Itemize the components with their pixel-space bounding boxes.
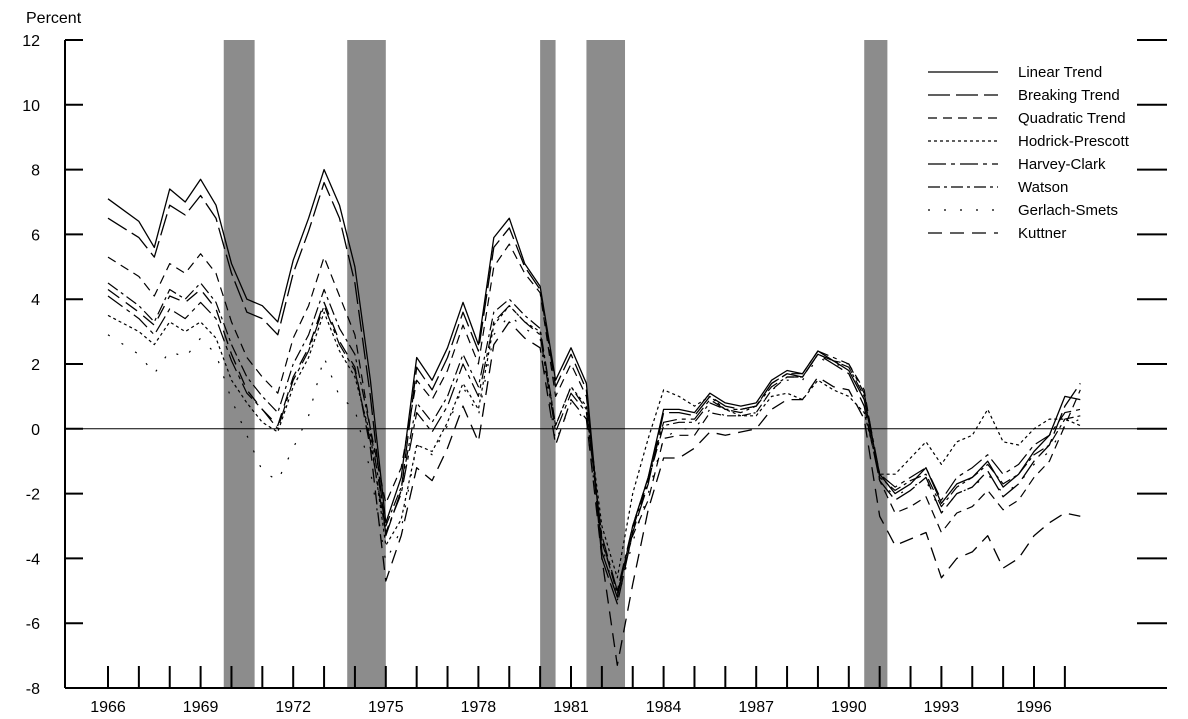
legend-label-3: Hodrick-Prescott [1018,133,1130,150]
x-tick-label: 1993 [924,699,960,716]
x-tick-label: 1984 [646,699,682,716]
recession-band-3 [586,40,626,688]
y-tick-label: 6 [31,227,40,244]
x-tick-label: 1990 [831,699,867,716]
x-tick-label: 1969 [183,699,219,716]
legend-label-2: Quadratic Trend [1018,110,1126,127]
y-tick-label: 10 [22,98,40,115]
x-tick-label: 1981 [553,699,589,716]
y-tick-label: 2 [31,357,40,374]
x-tick-label: 1966 [90,699,126,716]
x-tick-label: 1996 [1016,699,1052,716]
legend-label-4: Harvey-Clark [1018,156,1106,173]
recession-band-0 [223,40,255,688]
y-tick-label: 0 [31,422,40,439]
legend-label-1: Breaking Trend [1018,87,1120,104]
series-line-2 [107,243,1081,592]
legend: Linear Trend Breaking Trend Quadratic Tren… [928,64,1130,242]
y-axis-unit-label: Percent [26,10,82,27]
x-tick-label: 1987 [738,699,774,716]
legend-label-6: Gerlach-Smets [1018,202,1118,219]
recession-band-2 [540,40,556,688]
y-tick-label: -2 [26,487,40,504]
legend-label-7: Kuttner [1018,225,1066,242]
legend-label-0: Linear Trend [1018,64,1102,81]
series-line-0 [107,168,1081,598]
y-tick-label: -8 [26,681,40,698]
y-tick-label: -6 [26,616,40,633]
series-line-3 [107,305,1081,579]
recession-bands [223,40,888,688]
recession-band-4 [864,40,888,688]
series-lines [107,168,1081,666]
x-tick-label: 1978 [461,699,497,716]
axes-frame: -8 -6 -4 -2 0 2 4 6 8 10 12 1966 1969 1972 1975 1978 198… [22,33,1167,716]
y-tick-label: 8 [31,163,40,180]
series-line-7 [107,288,1081,666]
y-tick-label: 4 [31,292,40,309]
y-tick-label: 12 [22,33,40,50]
legend-label-5: Watson [1018,179,1068,196]
x-tick-label: 1972 [275,699,311,716]
series-line-4 [107,295,1081,592]
y-tick-label: -4 [26,551,40,568]
x-tick-label: 1975 [368,699,404,716]
series-line-5 [107,282,1081,595]
